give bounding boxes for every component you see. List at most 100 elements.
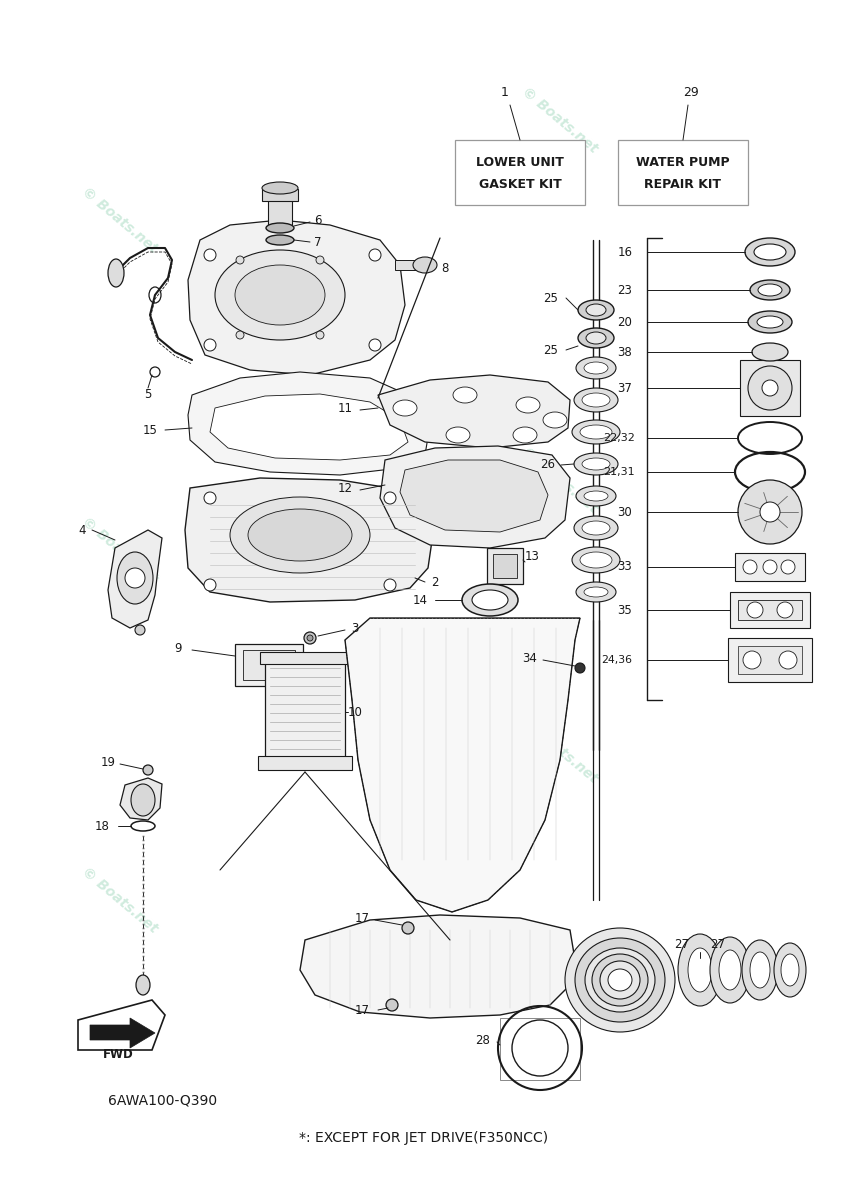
- Text: WATER PUMP: WATER PUMP: [636, 156, 730, 168]
- Ellipse shape: [710, 937, 750, 1003]
- Circle shape: [304, 632, 316, 644]
- Ellipse shape: [262, 182, 298, 194]
- Ellipse shape: [108, 259, 124, 287]
- Bar: [265, 658, 345, 758]
- Ellipse shape: [748, 311, 792, 332]
- Circle shape: [402, 922, 414, 934]
- Text: 26: 26: [540, 458, 555, 472]
- Text: 27: 27: [674, 938, 689, 952]
- Bar: [395, 260, 423, 270]
- Text: 10: 10: [348, 706, 362, 719]
- Bar: [487, 548, 523, 584]
- Text: © Boats.net: © Boats.net: [80, 515, 160, 586]
- Ellipse shape: [719, 950, 741, 990]
- Ellipse shape: [136, 974, 150, 995]
- Text: 9: 9: [174, 642, 181, 654]
- Text: 22,32: 22,32: [603, 433, 635, 443]
- Text: 14: 14: [412, 594, 427, 606]
- Text: 19: 19: [101, 756, 115, 768]
- Ellipse shape: [393, 400, 417, 416]
- Circle shape: [763, 560, 777, 574]
- Circle shape: [125, 568, 145, 588]
- Ellipse shape: [774, 943, 806, 997]
- Polygon shape: [90, 1018, 155, 1048]
- Ellipse shape: [592, 954, 648, 1006]
- Ellipse shape: [750, 952, 770, 988]
- Polygon shape: [378, 374, 570, 448]
- Ellipse shape: [266, 223, 294, 233]
- Ellipse shape: [742, 940, 778, 1000]
- Text: 6: 6: [315, 214, 321, 227]
- Ellipse shape: [230, 497, 370, 572]
- Ellipse shape: [266, 235, 294, 245]
- Bar: [730, 592, 810, 628]
- Text: 35: 35: [617, 604, 633, 617]
- Circle shape: [762, 380, 778, 396]
- Ellipse shape: [580, 552, 612, 568]
- Text: 34: 34: [522, 652, 538, 665]
- Text: 5: 5: [144, 389, 152, 402]
- Text: © Boats.net: © Boats.net: [520, 84, 600, 156]
- Circle shape: [369, 248, 381, 260]
- Bar: [243, 650, 295, 680]
- Ellipse shape: [586, 304, 606, 316]
- Ellipse shape: [576, 358, 616, 379]
- Ellipse shape: [582, 521, 610, 535]
- Text: 25: 25: [544, 292, 559, 305]
- Text: 16: 16: [617, 246, 633, 258]
- Bar: [262, 188, 298, 200]
- Bar: [235, 644, 303, 686]
- Bar: [740, 360, 800, 416]
- Text: 4: 4: [78, 523, 86, 536]
- Polygon shape: [120, 778, 162, 820]
- Circle shape: [204, 578, 216, 590]
- Circle shape: [369, 338, 381, 350]
- Text: 7: 7: [315, 235, 321, 248]
- Circle shape: [743, 560, 757, 574]
- Bar: [258, 756, 352, 770]
- Polygon shape: [188, 220, 405, 374]
- Polygon shape: [400, 460, 548, 532]
- Ellipse shape: [248, 509, 352, 560]
- Circle shape: [748, 366, 792, 410]
- Bar: [735, 553, 805, 581]
- Polygon shape: [108, 530, 162, 628]
- Circle shape: [204, 338, 216, 350]
- Text: 12: 12: [338, 481, 353, 494]
- Text: LOWER UNIT: LOWER UNIT: [476, 156, 564, 168]
- Circle shape: [575, 662, 585, 673]
- Circle shape: [760, 502, 780, 522]
- Text: 28: 28: [476, 1033, 490, 1046]
- Ellipse shape: [576, 486, 616, 506]
- Bar: [268, 194, 292, 226]
- Ellipse shape: [781, 954, 799, 986]
- Text: 25: 25: [544, 343, 559, 356]
- Ellipse shape: [572, 420, 620, 444]
- Text: 2: 2: [432, 576, 438, 588]
- Polygon shape: [210, 394, 408, 460]
- Polygon shape: [185, 478, 435, 602]
- Bar: [618, 140, 748, 205]
- Ellipse shape: [754, 244, 786, 260]
- Circle shape: [743, 650, 761, 670]
- Text: © Boats.net: © Boats.net: [520, 444, 600, 516]
- Circle shape: [236, 331, 244, 338]
- Circle shape: [779, 650, 797, 670]
- Text: REPAIR KIT: REPAIR KIT: [644, 178, 722, 191]
- Bar: [500, 1018, 580, 1080]
- Text: GASKET KIT: GASKET KIT: [478, 178, 561, 191]
- Circle shape: [135, 625, 145, 635]
- Ellipse shape: [578, 328, 614, 348]
- Ellipse shape: [462, 584, 518, 616]
- Bar: [493, 554, 517, 578]
- Ellipse shape: [575, 938, 665, 1022]
- Ellipse shape: [586, 332, 606, 344]
- Text: 15: 15: [142, 424, 158, 437]
- Ellipse shape: [678, 934, 722, 1006]
- Ellipse shape: [584, 362, 608, 374]
- Text: 38: 38: [617, 346, 633, 359]
- Ellipse shape: [572, 547, 620, 572]
- Ellipse shape: [745, 238, 795, 266]
- Ellipse shape: [516, 397, 540, 413]
- Ellipse shape: [574, 452, 618, 475]
